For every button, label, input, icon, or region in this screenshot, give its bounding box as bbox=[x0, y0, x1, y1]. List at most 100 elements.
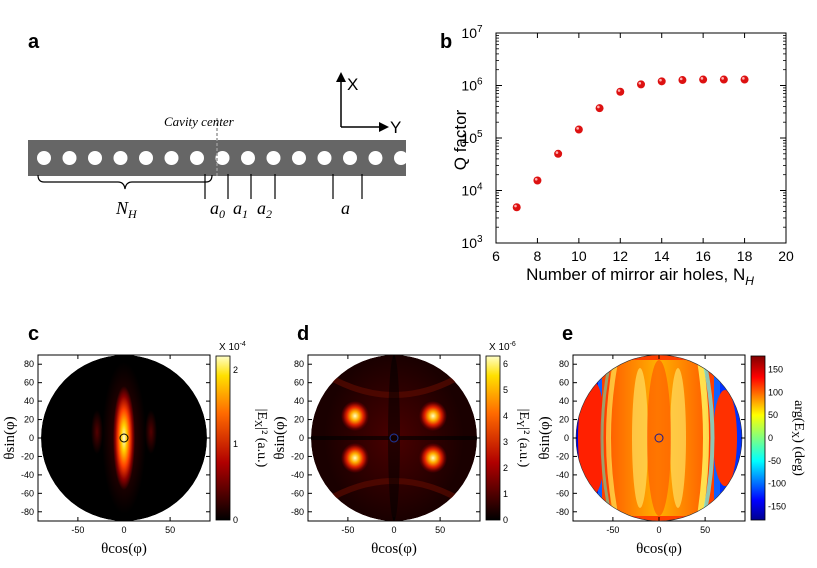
air-hole bbox=[62, 151, 77, 165]
panel-label-e: e bbox=[562, 323, 573, 345]
y-tick-label: 20 bbox=[559, 415, 569, 425]
x-tick-label: -50 bbox=[71, 525, 84, 535]
xlabel-e: θcos(φ) bbox=[636, 541, 682, 557]
air-hole bbox=[241, 151, 255, 165]
panel-e: e 80 60 40 20 0 -20 -40 -60 -80 -50 0 50 150 100 50 0 -… bbox=[537, 323, 806, 557]
axes-e: 80 60 40 20 0 -20 -40 -60 -80 -50 0 50 bbox=[556, 355, 745, 535]
colorbar-tick-label-e: -100 bbox=[768, 479, 786, 489]
y-tick-label: -60 bbox=[21, 488, 34, 498]
panel-b: b 6 8 10 12 14 16 18 20 103 104 105 106 107 Q factor… bbox=[440, 24, 794, 288]
cbar-tick-c-1: 1 bbox=[233, 439, 238, 449]
y-tick-label: -40 bbox=[21, 470, 34, 480]
x-tick-label: 0 bbox=[656, 525, 661, 535]
label-a: a bbox=[341, 198, 350, 218]
y-tick-label: 20 bbox=[24, 415, 34, 425]
air-hole bbox=[88, 151, 102, 165]
air-hole bbox=[266, 151, 281, 165]
colorbar-title-e: arg(EX) (deg) bbox=[789, 400, 806, 476]
x-tick-label-b: 10 bbox=[571, 248, 587, 264]
y-tick-label: -20 bbox=[556, 451, 569, 461]
y-tick-label: 0 bbox=[29, 433, 34, 443]
colorbar-title-c: |EX|² (a.u.) bbox=[252, 409, 269, 468]
nh-brace bbox=[37, 174, 213, 190]
x-tick-label-b: 16 bbox=[695, 248, 711, 264]
label-a0: a0 bbox=[210, 198, 225, 221]
axes-d: 80 60 40 20 0 -20 -40 -60 -80 -50 0 50 bbox=[291, 355, 480, 535]
panel-c: c 80 60 40 20 0 -20 -40 -60 -80 -50 0 50 X 10-4 2 1… bbox=[2, 323, 269, 557]
y-tick-label: 0 bbox=[564, 433, 569, 443]
air-hole bbox=[164, 151, 179, 165]
label-a1: a1 bbox=[233, 198, 248, 221]
air-hole bbox=[368, 151, 383, 165]
data-points-b bbox=[512, 75, 749, 212]
colorbar-tick-label-d: 1 bbox=[503, 489, 508, 499]
x-tick-label-b: 20 bbox=[778, 248, 794, 264]
colorbar-exp-d: X 10-6 bbox=[489, 341, 516, 353]
x-tick-label-b: 18 bbox=[737, 248, 753, 264]
y-tick-label: 80 bbox=[559, 359, 569, 369]
x-tick-label: -50 bbox=[341, 525, 354, 535]
air-hole bbox=[343, 151, 357, 165]
colorbar-tick-label-e: 150 bbox=[768, 365, 783, 375]
air-holes bbox=[37, 151, 408, 165]
air-hole bbox=[37, 151, 51, 165]
colorbar-tick-label-d: 0 bbox=[503, 515, 508, 525]
air-hole bbox=[317, 151, 332, 165]
colorbar-c bbox=[215, 355, 231, 521]
y-tick-label: -80 bbox=[291, 507, 304, 517]
x-tick-label: 50 bbox=[700, 525, 710, 535]
heatmap-e bbox=[576, 355, 742, 521]
y-tick-label: 80 bbox=[294, 359, 304, 369]
y-tick-label: -20 bbox=[21, 451, 34, 461]
x-tick-label: 0 bbox=[391, 525, 396, 535]
data-point-highlight bbox=[721, 77, 724, 80]
y-tick-label: -40 bbox=[291, 470, 304, 480]
y-tick-label: -20 bbox=[291, 451, 304, 461]
label-a2: a2 bbox=[257, 198, 272, 221]
y-tick-label: 20 bbox=[294, 415, 304, 425]
xlabel-d: θcos(φ) bbox=[371, 541, 417, 557]
data-point bbox=[512, 203, 521, 212]
axis-y-label: Y bbox=[390, 118, 401, 137]
data-point bbox=[637, 80, 645, 89]
colorbar-title-d: |EY|² (a.u.) bbox=[514, 409, 531, 468]
x-tick-label: 50 bbox=[165, 525, 175, 535]
x-tick-label-b: 14 bbox=[654, 248, 670, 264]
x-tick-label: 0 bbox=[121, 525, 126, 535]
data-point bbox=[740, 75, 749, 84]
data-point bbox=[616, 87, 625, 96]
data-point-highlight bbox=[555, 151, 559, 154]
data-point-highlight bbox=[514, 204, 517, 208]
colorbar-tick-label-e: -50 bbox=[768, 456, 781, 466]
data-point-highlight bbox=[742, 77, 745, 80]
colorbar-ticks-e: 150 100 50 0 -50 -100 -150 bbox=[768, 365, 786, 512]
panel-label-c: c bbox=[28, 323, 39, 345]
y-tick-label: -40 bbox=[556, 470, 569, 480]
ylabel-e: θsin(φ) bbox=[537, 416, 553, 459]
colorbar-tick-label-d: 2 bbox=[503, 463, 508, 473]
panel-label-d: d bbox=[297, 323, 309, 345]
y-tick-label: 40 bbox=[559, 396, 569, 406]
colorbar-tick-label-d: 5 bbox=[503, 385, 508, 395]
data-point bbox=[719, 75, 728, 84]
data-point-highlight bbox=[597, 105, 600, 109]
xlabel-c: θcos(φ) bbox=[101, 541, 147, 557]
lattice-ticks bbox=[204, 174, 363, 199]
ylabel-c: θsin(φ) bbox=[2, 416, 18, 459]
colorbar-exp-c: X 10-4 bbox=[219, 341, 246, 353]
data-point bbox=[699, 75, 708, 84]
x-arrowhead bbox=[336, 72, 346, 82]
data-point-highlight bbox=[659, 78, 662, 82]
y-tick-label: -60 bbox=[556, 488, 569, 498]
air-hole bbox=[215, 151, 230, 165]
data-point bbox=[657, 77, 666, 86]
center-marker-c bbox=[119, 433, 129, 443]
y-tick-label-b: 105 bbox=[461, 129, 483, 146]
center-marker-e bbox=[654, 433, 664, 443]
y-tick-label: -80 bbox=[556, 507, 569, 517]
air-hole bbox=[190, 151, 204, 165]
y-arrowhead bbox=[379, 122, 389, 132]
data-point bbox=[595, 104, 604, 113]
heatmap-c bbox=[41, 355, 207, 521]
